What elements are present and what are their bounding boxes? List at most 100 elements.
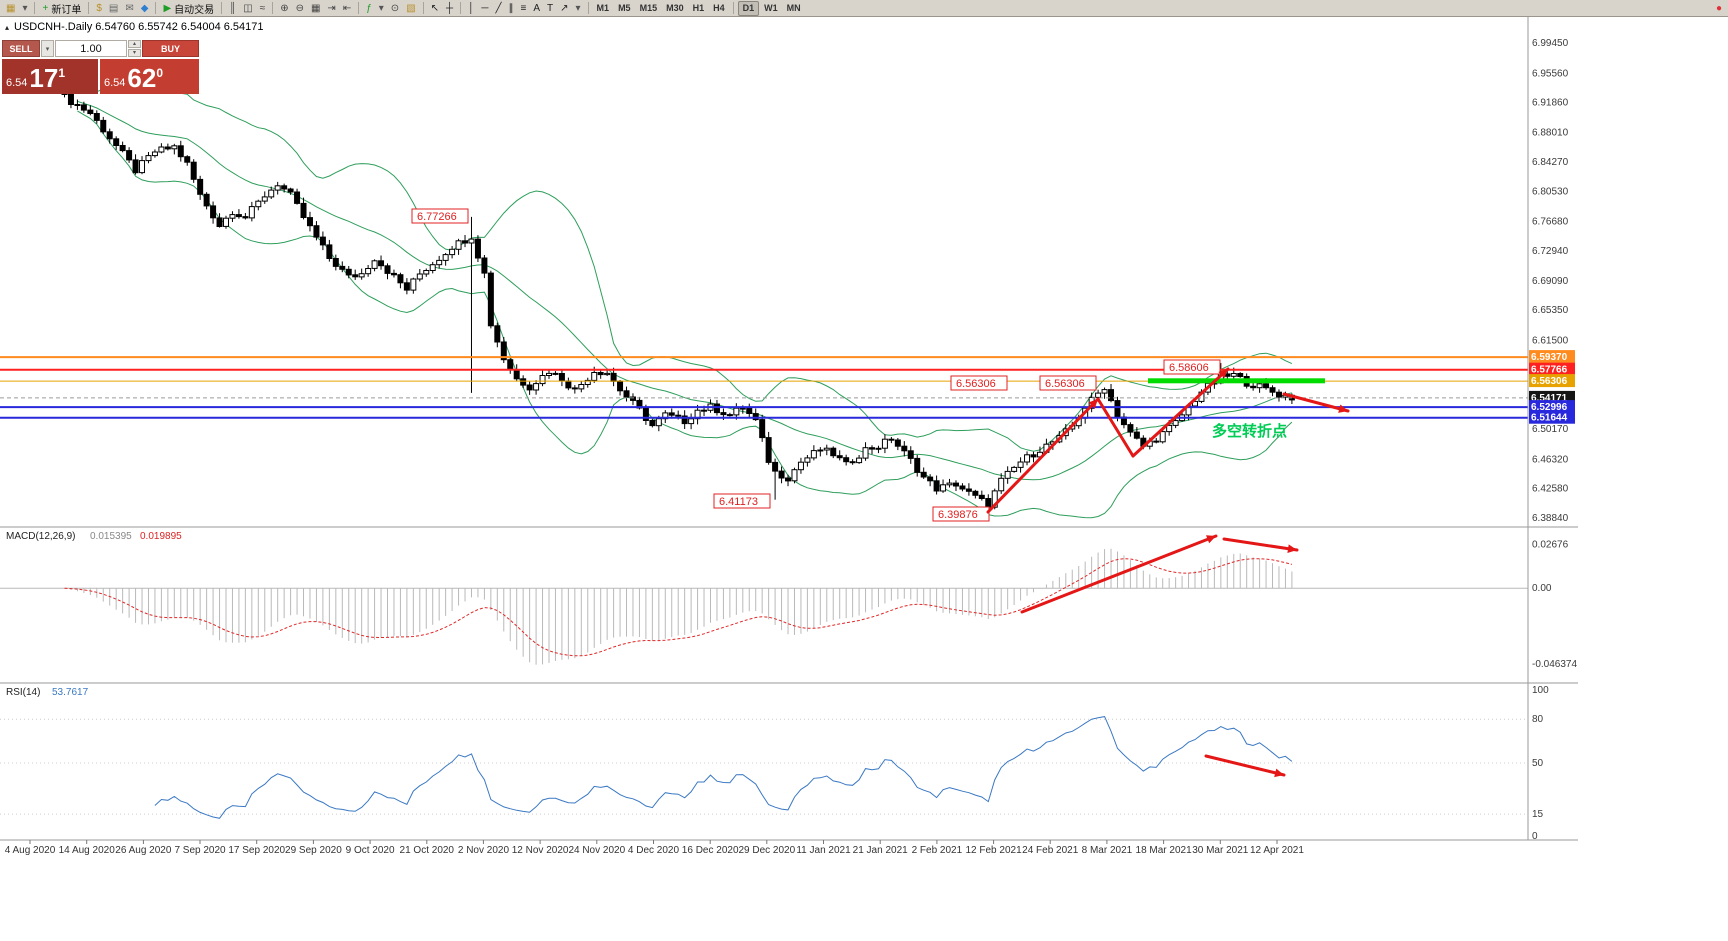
price-label-box[interactable]: 6.77266 — [411, 208, 469, 224]
vertical-line-button[interactable]: │ — [465, 1, 477, 16]
trend-arrow[interactable] — [1282, 392, 1350, 413]
candlestick-chart-button[interactable]: ◫ — [240, 1, 255, 16]
indicators-button[interactable]: ƒ — [363, 1, 375, 16]
volume-input[interactable] — [55, 40, 127, 57]
main-toolbar: ▦ ▾ + 新订单 $ ▤ ✉ ◆ ▶ 自动交易 ║ ◫ ≈ ⊕ ⊖ ▦ ⇥ ⇤ ƒ ▾ ⊙ ▧ ↖ ┼ │ ─ ╱ ∥ ≡ A T ↗ ▾ M1… — [0, 0, 1728, 17]
mailbox-button[interactable]: ✉ — [122, 1, 136, 16]
charts-menu-button[interactable]: ▦ — [3, 1, 18, 16]
volume-dropdown-icon[interactable]: ▾ — [41, 40, 54, 57]
profiles-dropdown-button[interactable]: ▾ — [19, 1, 30, 16]
auto-scroll-icon: ⇥ — [327, 2, 336, 14]
channel-button[interactable]: ∥ — [506, 1, 517, 16]
svg-text:30 Mar 2021: 30 Mar 2021 — [1192, 845, 1249, 856]
time-axis[interactable]: 4 Aug 2020 14 Aug 2020 26 Aug 2020 7 Sep 20… — [5, 840, 1305, 856]
volume-increase-button[interactable]: ▴ — [128, 40, 141, 48]
timeframe-h1-button-label: H1 — [692, 3, 705, 13]
svg-text:12 Nov 2020: 12 Nov 2020 — [512, 845, 569, 856]
timeframe-m15-button[interactable]: M15 — [636, 1, 662, 16]
svg-text:29 Sep 2020: 29 Sep 2020 — [285, 845, 342, 856]
collapse-arrow-icon[interactable]: ▴ — [5, 22, 10, 32]
svg-text:6.80530: 6.80530 — [1532, 186, 1569, 197]
svg-text:12 Feb 2021: 12 Feb 2021 — [965, 845, 1022, 856]
timeframe-m30-button[interactable]: M30 — [662, 1, 688, 16]
new-order-button[interactable]: + 新订单 — [39, 1, 84, 16]
svg-text:6.76680: 6.76680 — [1532, 216, 1569, 227]
trend-arrow[interactable] — [1131, 367, 1230, 458]
volume-decrease-button[interactable]: ▾ — [128, 49, 141, 57]
indicators-dropdown-button[interactable]: ▾ — [376, 1, 387, 16]
trendline-icon: ╱ — [495, 2, 502, 14]
support-trendline[interactable] — [1148, 378, 1325, 384]
horizontal-line-button[interactable]: ─ — [478, 1, 491, 16]
chart-shift-button[interactable]: ⇤ — [340, 1, 354, 16]
label-button[interactable]: T — [544, 1, 556, 16]
trend-arrow[interactable] — [1020, 534, 1218, 614]
price-label-box[interactable]: 6.56306 — [950, 375, 1008, 391]
objects-dropdown-button[interactable]: ▾ — [573, 1, 584, 16]
sell-price-display[interactable]: 6.54 17 1 — [2, 59, 98, 94]
sell-button[interactable]: SELL — [2, 40, 40, 57]
price-axis[interactable]: 6.99450 6.95560 6.91860 6.88010 6.84270 6.805… — [1532, 38, 1569, 524]
history-icon: ▤ — [108, 2, 119, 14]
market-button[interactable]: ◆ — [138, 1, 152, 16]
macd-label: MACD(12,26,9) — [6, 531, 75, 542]
crosshair-button[interactable]: ┼ — [443, 1, 456, 16]
price-label-box[interactable]: 6.56306 — [1039, 375, 1097, 391]
svg-text:0.015395: 0.015395 — [90, 531, 132, 542]
zoom-out-button[interactable]: ⊖ — [293, 1, 307, 16]
timeframe-mn-button[interactable]: MN — [783, 1, 805, 16]
trend-arrow[interactable] — [986, 397, 1100, 514]
community-button[interactable]: ● — [1713, 1, 1725, 16]
svg-text:2 Nov 2020: 2 Nov 2020 — [458, 845, 510, 856]
auto-scroll-button[interactable]: ⇥ — [324, 1, 338, 16]
svg-text:17 Sep 2020: 17 Sep 2020 — [228, 845, 285, 856]
zoom-in-button[interactable]: ⊕ — [277, 1, 291, 16]
trend-arrow[interactable] — [1204, 754, 1286, 777]
svg-text:50: 50 — [1532, 758, 1544, 769]
arrowhead-icon — [1274, 768, 1284, 778]
price-label-box[interactable]: 6.58606 — [1163, 359, 1221, 375]
periods-button[interactable]: ⊙ — [388, 1, 402, 16]
timeframe-m1-button[interactable]: M1 — [593, 1, 614, 16]
toolbar-separator — [155, 2, 157, 14]
axis-label-6.52996: 6.52996 — [1529, 400, 1575, 414]
text-button[interactable]: A — [530, 1, 543, 16]
timeframe-h4-button[interactable]: H4 — [709, 1, 729, 16]
line-chart-button[interactable]: ≈ — [257, 1, 269, 16]
toolbar-separator — [88, 2, 90, 14]
svg-text:6.72940: 6.72940 — [1532, 246, 1569, 257]
cursor-button[interactable]: ↖ — [428, 1, 442, 16]
buy-button[interactable]: BUY — [142, 40, 199, 57]
timeframe-h1-button[interactable]: H1 — [689, 1, 709, 16]
tile-windows-button[interactable]: ▦ — [308, 1, 323, 16]
price-label-box[interactable]: 6.39876 — [932, 506, 990, 522]
svg-text:6.61500: 6.61500 — [1532, 335, 1569, 346]
arrowhead-icon — [1287, 544, 1297, 553]
new-order-button-label: 新订单 — [51, 4, 82, 16]
svg-text:6.69090: 6.69090 — [1532, 276, 1569, 287]
fibonacci-button[interactable]: ≡ — [518, 1, 530, 16]
trend-arrow[interactable] — [1222, 537, 1299, 552]
timeframe-d1-button[interactable]: D1 — [737, 0, 760, 16]
trendline-button[interactable]: ╱ — [492, 1, 504, 16]
fibonacci-icon: ≡ — [520, 2, 527, 14]
history-center-button[interactable]: ▤ — [106, 1, 121, 16]
ohlc-header: ▴ USDCNH-.Daily 6.54760 6.55742 6.54004 … — [5, 21, 264, 33]
autotrading-button[interactable]: ▶ 自动交易 — [160, 1, 217, 16]
arrow-object-icon: ↗ — [560, 2, 569, 14]
buy-price-display[interactable]: 6.54 62 0 — [100, 59, 199, 94]
templates-button[interactable]: ▧ — [403, 1, 418, 16]
timeframe-d1-button-label: D1 — [742, 3, 755, 13]
timeframe-m5-button[interactable]: M5 — [614, 1, 635, 16]
timeframe-w1-button[interactable]: W1 — [760, 1, 782, 16]
turning-point-note[interactable]: 多空转折点 — [1212, 422, 1287, 440]
svg-text:14 Aug 2020: 14 Aug 2020 — [59, 845, 116, 856]
arrowhead-icon — [1206, 535, 1216, 544]
price-label-box[interactable]: 6.41173 — [713, 493, 771, 509]
trend-arrow[interactable] — [1096, 397, 1135, 458]
deposit-button[interactable]: $ — [93, 1, 105, 16]
toolbar-separator — [272, 2, 274, 14]
bar-chart-button[interactable]: ║ — [226, 1, 239, 16]
arrows-object-button[interactable]: ↗ — [557, 1, 571, 16]
